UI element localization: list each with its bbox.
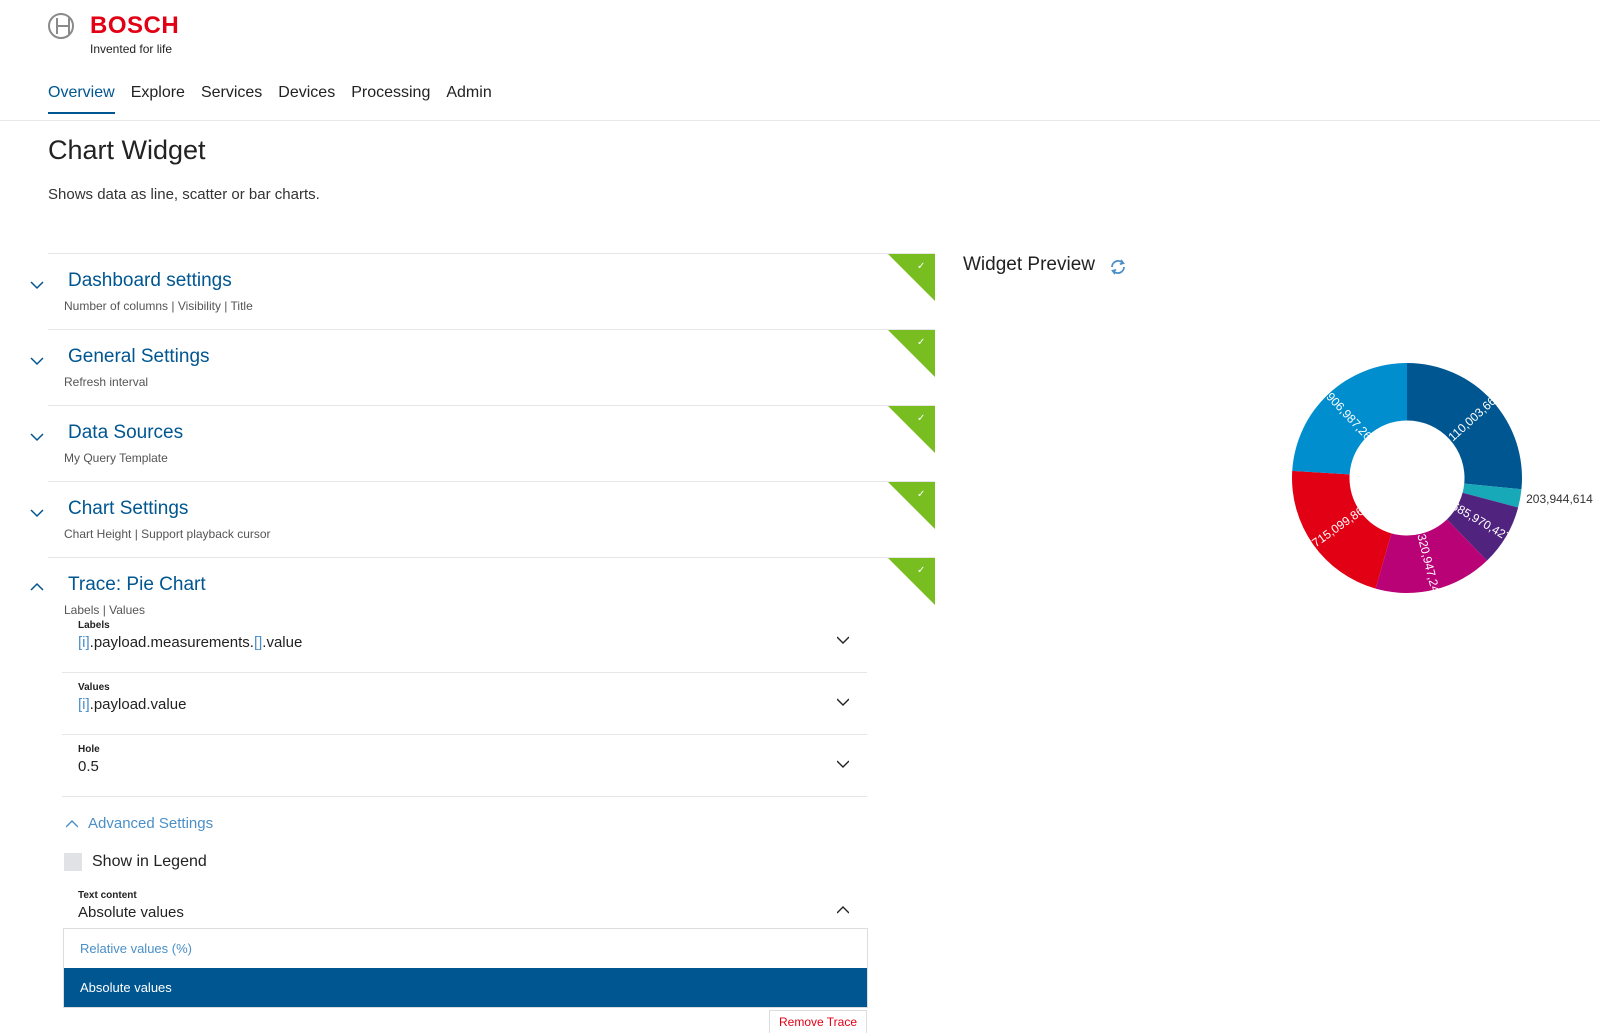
main-nav: Overview Explore Services Devices Proces… (48, 80, 508, 114)
pie-slice[interactable] (1407, 363, 1522, 490)
pie-slice[interactable] (1375, 519, 1487, 593)
valid-check-flag: ✓ (888, 330, 935, 377)
pie-slice[interactable] (1446, 492, 1519, 561)
valid-check-flag: ✓ (888, 406, 935, 453)
section-dashboard-settings: Dashboard settings Number of columns | V… (30, 253, 935, 330)
bosch-logo: BOSCH Invented for life (48, 12, 179, 56)
section-title[interactable]: Data Sources (68, 422, 184, 443)
section-desc: Number of columns | Visibility | Title (64, 299, 253, 313)
brand-name: BOSCH (90, 12, 180, 39)
text-content-select[interactable]: Text content Absolute values (62, 882, 867, 928)
section-desc: Labels | Values (64, 603, 145, 617)
check-icon: ✓ (917, 337, 926, 348)
section-desc: Chart Height | Support playback cursor (64, 527, 271, 541)
values-field-label: Values (78, 682, 110, 693)
brand-tagline: Invented for life (90, 42, 173, 56)
section-title[interactable]: Chart Settings (68, 498, 189, 519)
option-absolute-values[interactable]: Absolute values (64, 968, 867, 1007)
refresh-icon[interactable] (1108, 257, 1128, 277)
chevron-down-icon[interactable] (837, 758, 849, 770)
hole-select[interactable]: Hole 0.5 (62, 736, 867, 797)
section-title[interactable]: Trace: Pie Chart (68, 574, 206, 595)
pie-slice[interactable] (1292, 470, 1392, 589)
valid-check-flag: ✓ (888, 558, 935, 605)
chevron-up-icon[interactable] (837, 904, 849, 916)
section-title[interactable]: General Settings (68, 346, 210, 367)
widget-preview-title: Widget Preview (963, 254, 1095, 275)
section-data-sources: Data Sources My Query Template ✓ (30, 405, 935, 482)
advanced-settings-label: Advanced Settings (88, 815, 214, 832)
section-title[interactable]: Dashboard settings (68, 270, 232, 291)
section-desc: Refresh interval (64, 375, 149, 389)
chevron-up-icon (66, 819, 78, 827)
check-icon: ✓ (917, 565, 926, 576)
page-subtitle: Shows data as line, scatter or bar chart… (48, 186, 320, 203)
chevron-up-icon[interactable] (30, 580, 44, 594)
hole-field-label: Hole (78, 744, 100, 755)
text-content-field-label: Text content (78, 890, 137, 901)
show-in-legend-label: Show in Legend (92, 853, 207, 870)
tab-processing[interactable]: Processing (351, 84, 431, 101)
values-select[interactable]: Values [i].payload.value (62, 674, 867, 735)
chevron-down-icon[interactable] (837, 696, 849, 708)
check-icon: ✓ (917, 413, 926, 424)
tab-explore[interactable]: Explore (130, 84, 185, 101)
page-title: Chart Widget (48, 135, 206, 165)
labels-select[interactable]: Labels [i].payload.measurements.[].value (62, 612, 867, 673)
section-trace-pie-chart: Trace: Pie Chart Labels | Values ✓ (30, 557, 935, 618)
text-content-field-value: Absolute values (78, 904, 184, 921)
option-relative-values[interactable]: Relative values (%) (80, 941, 192, 956)
tab-services[interactable]: Services (200, 84, 263, 101)
nav-divider (0, 120, 1600, 121)
bosch-armature-icon (48, 13, 74, 39)
section-desc: My Query Template (64, 451, 168, 465)
values-field-value: [i].payload.value (78, 696, 187, 713)
section-general-settings: General Settings Refresh interval ✓ (30, 329, 935, 406)
chevron-down-icon[interactable] (30, 506, 44, 520)
pie-chart: 2,110,003,666203,944,614685,970,4271,320… (1292, 363, 1593, 601)
valid-check-flag: ✓ (888, 482, 935, 529)
tab-overview[interactable]: Overview (48, 80, 115, 114)
chevron-down-icon[interactable] (30, 354, 44, 368)
tab-devices[interactable]: Devices (278, 84, 336, 101)
show-in-legend-checkbox[interactable] (64, 853, 82, 871)
pie-slice[interactable] (1462, 483, 1522, 508)
section-chart-settings: Chart Settings Chart Height | Support pl… (30, 481, 935, 558)
advanced-settings-toggle[interactable]: Advanced Settings (66, 815, 213, 832)
labels-field-value: [i].payload.measurements.[].value (78, 634, 303, 651)
tab-admin[interactable]: Admin (446, 84, 492, 101)
text-content-dropdown-menu: Relative values (%) Absolute values (63, 928, 868, 1008)
check-icon: ✓ (917, 261, 926, 272)
slice-label: 203,944,614 (1526, 492, 1593, 506)
remove-trace-button[interactable]: Remove Trace (769, 1010, 867, 1033)
labels-field-label: Labels (78, 620, 110, 631)
chevron-down-icon[interactable] (837, 634, 849, 646)
hole-field-value: 0.5 (78, 758, 99, 775)
valid-check-flag: ✓ (888, 254, 935, 301)
chevron-down-icon[interactable] (30, 430, 44, 444)
pie-slice[interactable] (1292, 363, 1407, 475)
check-icon: ✓ (917, 489, 926, 500)
chevron-down-icon[interactable] (30, 278, 44, 292)
